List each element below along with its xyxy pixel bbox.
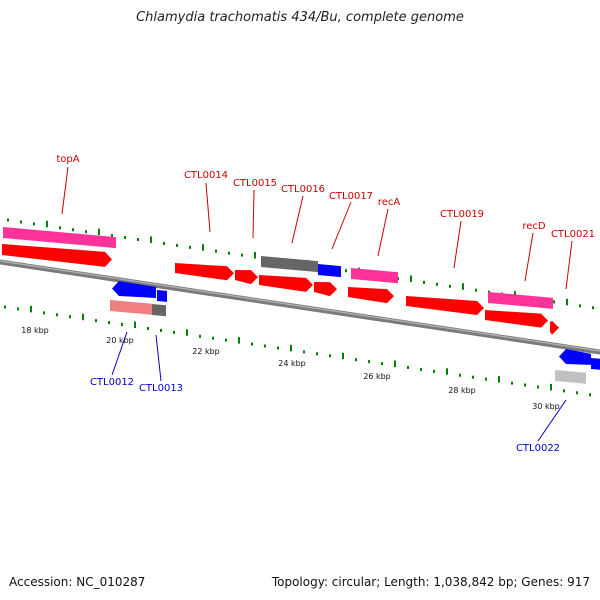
gene-label-CTL0013[interactable]: CTL0013 — [139, 383, 183, 394]
gene-label-topA[interactable]: topA — [56, 154, 79, 165]
cds-CTL0012 — [112, 281, 156, 298]
gene-labels: topA CTL0014 CTL0015 CTL0016 CTL0017 rec… — [56, 154, 595, 454]
gene-label-recA[interactable]: recA — [378, 197, 401, 208]
gene-CTL0012 — [110, 300, 152, 315]
cds-topA — [2, 244, 112, 267]
leader-line — [205, 182, 211, 233]
leader-line — [524, 232, 534, 282]
cds-CTL0014 — [175, 263, 234, 281]
kbp-label-28: 28 kbp — [448, 386, 476, 395]
cds-CTL0022 — [559, 349, 591, 365]
gene-label-recD[interactable]: recD — [522, 221, 546, 232]
leader-line — [155, 334, 162, 382]
leader-line — [61, 166, 69, 215]
accession-text: Accession: NC_010287 — [9, 575, 146, 589]
gene-CTL0013 — [152, 304, 166, 317]
genome-stats-text: Topology: circular; Length: 1,038,842 bp… — [271, 575, 590, 589]
leader-line — [291, 195, 304, 244]
leader-line — [453, 220, 462, 269]
gene-label-CTL0017[interactable]: CTL0017 — [329, 191, 373, 202]
feature-track — [2, 227, 600, 384]
kbp-label-30: 30 kbp — [532, 402, 560, 411]
gene-recD — [488, 292, 553, 309]
reverse-tick-track — [4, 305, 591, 397]
kbp-label-20: 20 kbp — [106, 336, 134, 345]
map-title: Chlamydia trachomatis 434/Bu, complete g… — [136, 10, 464, 25]
kbp-label-18: 18 kbp — [21, 326, 49, 335]
leader-line — [331, 201, 352, 250]
label-leader-lines — [61, 166, 573, 442]
cds-CTL0021 — [550, 320, 559, 335]
gene-CTL0016 — [261, 256, 318, 273]
kbp-label-26: 26 kbp — [363, 372, 391, 381]
gene-label-CTL0022[interactable]: CTL0022 — [516, 443, 560, 454]
gene-label-CTL0019[interactable]: CTL0019 — [440, 209, 484, 220]
gene-label-CTL0021[interactable]: CTL0021 — [551, 229, 595, 240]
cds-recA — [348, 287, 394, 304]
cds-CTL0019 — [406, 296, 484, 316]
leader-line — [111, 331, 128, 376]
kbp-label-24: 24 kbp — [278, 359, 306, 368]
leader-line — [377, 208, 389, 257]
gene-label-CTL0015[interactable]: CTL0015 — [233, 178, 277, 189]
genome-backbone — [0, 259, 600, 355]
gene-recA — [351, 268, 398, 284]
kbp-label-22: 22 kbp — [192, 347, 220, 356]
cds-CTL0022-b — [591, 358, 600, 370]
leader-line — [252, 189, 255, 239]
cds-CTL0015 — [235, 270, 258, 285]
gene-topA — [3, 227, 116, 249]
cds-CTL0017 — [314, 282, 337, 297]
leader-line — [565, 240, 573, 290]
genome-backbone-highlight — [0, 260, 600, 352]
cds-CTL0016 — [259, 275, 313, 292]
gene-label-CTL0014[interactable]: CTL0014 — [184, 170, 228, 181]
gene-CTL0022 — [555, 370, 586, 384]
cds-CTL0013 — [157, 290, 167, 302]
leader-line — [537, 399, 567, 442]
gene-label-CTL0016[interactable]: CTL0016 — [281, 184, 325, 195]
gene-label-CTL0012[interactable]: CTL0012 — [90, 377, 134, 388]
gene-CTL0017 — [318, 264, 341, 278]
kbp-scale: 18 kbp 20 kbp 22 kbp 24 kbp 26 kbp 28 kb… — [21, 326, 560, 411]
cds-recD — [485, 310, 548, 328]
